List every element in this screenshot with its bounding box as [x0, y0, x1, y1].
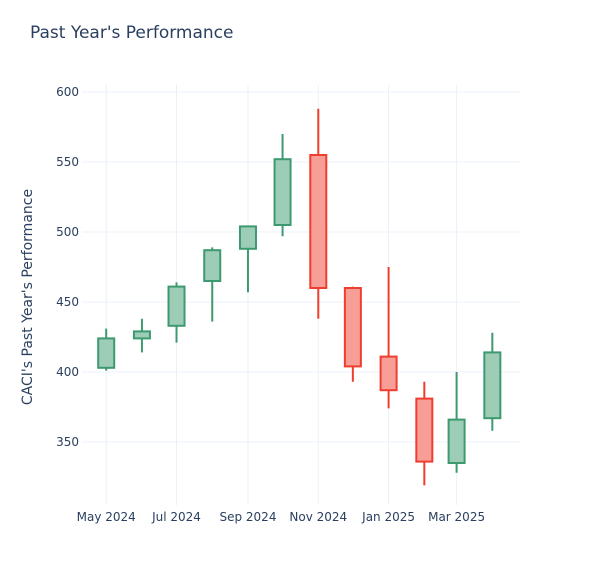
candle-increasing — [97, 328, 116, 371]
y-axis-label: CACI's Past Year's Performance — [20, 189, 36, 405]
candle-body — [379, 355, 398, 392]
candle-body — [483, 351, 502, 420]
candle-decreasing — [309, 108, 328, 319]
y-tick-label: 550 — [56, 155, 79, 169]
candles — [97, 108, 502, 486]
candle-increasing — [483, 332, 502, 431]
y-tick-label: 600 — [56, 85, 79, 99]
candle-decreasing — [415, 381, 434, 486]
x-tick-label: May 2024 — [77, 510, 136, 524]
y-tick-label: 500 — [56, 225, 79, 239]
candle-body — [238, 225, 257, 250]
candle-increasing — [447, 372, 466, 473]
candle-body — [203, 249, 222, 282]
x-tick-label: Sep 2024 — [219, 510, 276, 524]
candle-body — [343, 287, 362, 368]
y-tick-label: 400 — [56, 365, 79, 379]
x-axis-ticks: May 2024 Jul 2024 Sep 2024 Nov 2024 Jan 2025… — [77, 510, 485, 524]
y-tick-label: 350 — [56, 435, 79, 449]
y-tick-label: 450 — [56, 295, 79, 309]
candle-body — [167, 285, 186, 327]
candle-body — [415, 397, 434, 463]
x-tick-label: Nov 2024 — [289, 510, 347, 524]
gridlines — [82, 85, 520, 505]
candle-body — [132, 330, 151, 340]
x-tick-label: Jan 2025 — [361, 510, 415, 524]
candle-body — [447, 418, 466, 465]
candle-body — [309, 154, 328, 289]
candle-body — [273, 158, 292, 226]
chart-title: Past Year's Performance — [30, 23, 234, 43]
candle-increasing — [167, 282, 186, 343]
candle-increasing — [203, 247, 222, 322]
x-tick-label: Jul 2024 — [151, 510, 201, 524]
candle-body — [97, 337, 116, 369]
y-axis-ticks: 350 400 450 500 550 600 — [56, 85, 79, 449]
candle-decreasing — [343, 286, 362, 382]
candle-decreasing — [379, 267, 398, 409]
x-tick-label: Mar 2025 — [428, 510, 485, 524]
candle-increasing — [273, 134, 292, 237]
candle-increasing — [238, 225, 257, 293]
candle-increasing — [132, 318, 151, 353]
